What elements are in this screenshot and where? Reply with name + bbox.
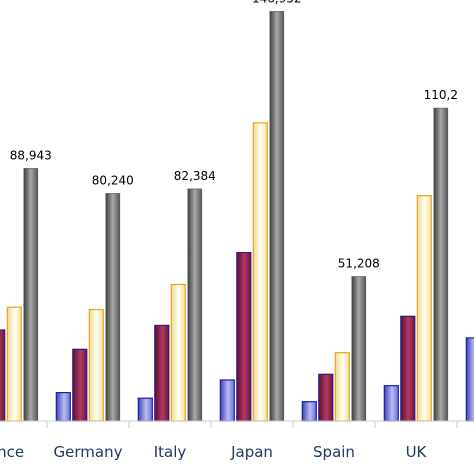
data-label-Japan: 146,952 xyxy=(252,0,302,5)
bar-Germany-s1 xyxy=(55,392,71,422)
bar-Italy-s3 xyxy=(170,283,186,422)
data-label-UK: 110,2 xyxy=(424,88,458,102)
bar-Italy-s1 xyxy=(137,397,153,422)
category-labels-group: ance Germany Italy Japan Spain UK xyxy=(0,443,428,461)
bar-UK-s1 xyxy=(383,385,399,422)
category-label-ance: ance xyxy=(0,443,24,461)
x-ticks-group xyxy=(46,421,458,428)
bar-ance-s4 xyxy=(23,168,39,422)
bar-Italy-s2 xyxy=(154,324,170,422)
bar-UK-s2 xyxy=(400,315,416,422)
bar-edge-s1 xyxy=(465,337,474,422)
data-label-ance: 88,943 xyxy=(10,148,52,162)
bar-Spain-s2 xyxy=(318,373,334,422)
bar-Spain-s3 xyxy=(334,352,350,422)
bar-Japan-s2 xyxy=(236,252,252,422)
bars-group xyxy=(0,11,474,422)
category-label-spain: Spain xyxy=(313,443,355,461)
data-labels-group: 88,943 80,240 82,384 146,952 51,208 110,2 xyxy=(10,0,458,271)
data-label-Germany: 80,240 xyxy=(92,173,134,187)
category-label-italy: Italy xyxy=(154,443,187,461)
bar-Italy-s4 xyxy=(187,188,203,422)
bar-Japan-s3 xyxy=(252,122,268,422)
category-label-germany: Germany xyxy=(54,443,123,461)
data-label-Italy: 82,384 xyxy=(174,169,216,183)
category-label-japan: Japan xyxy=(230,443,273,461)
bar-ance-s3 xyxy=(6,306,22,422)
data-label-Spain: 51,208 xyxy=(338,257,380,271)
bar-Germany-s3 xyxy=(88,308,104,422)
bar-Japan-s4 xyxy=(269,11,285,422)
bar-UK-s4 xyxy=(433,107,449,422)
bar-Spain-s1 xyxy=(301,401,317,422)
bar-Germany-s4 xyxy=(105,193,121,422)
bar-Germany-s2 xyxy=(72,348,88,422)
bar-Japan-s1 xyxy=(219,379,235,422)
bar-ance-s2 xyxy=(0,329,6,422)
bar-Spain-s4 xyxy=(351,276,367,422)
bar-UK-s3 xyxy=(416,195,432,422)
category-label-uk: UK xyxy=(406,443,428,461)
